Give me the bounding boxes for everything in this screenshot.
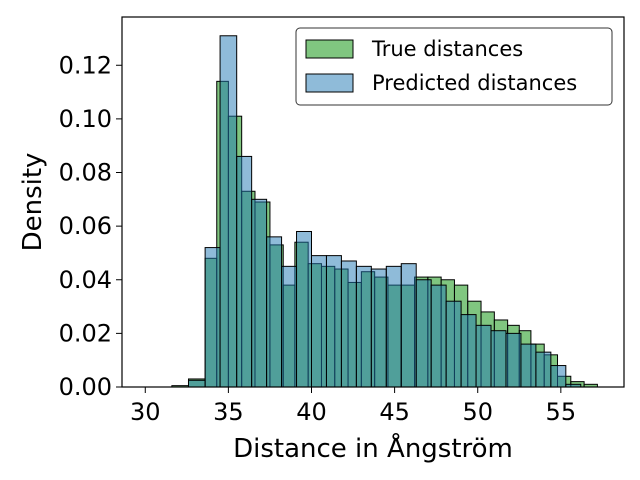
y-tick-label: 0.10: [59, 105, 112, 133]
x-axis: 30 35 40 45 50 55: [130, 387, 576, 426]
predicted-distance-bar: [415, 279, 432, 388]
x-tick-label: 55: [546, 398, 577, 426]
predicted-distance-bar: [370, 268, 387, 388]
predicted-distance-bar: [187, 379, 206, 388]
predicted-distance-bar: [266, 236, 283, 388]
predicted-distance-bar: [385, 265, 402, 388]
predicted-distance-bar: [550, 365, 567, 388]
y-tick-label: 0.12: [59, 51, 112, 79]
y-tick-label: 0.00: [59, 373, 112, 401]
y-tick-label: 0.02: [59, 319, 112, 347]
y-tick-label: 0.04: [59, 266, 112, 294]
predicted-distance-bar: [355, 265, 372, 388]
legend-box: [295, 27, 613, 106]
predicted-distance-bar: [520, 343, 537, 388]
predicted-distance-bar: [251, 198, 268, 388]
predicted-distance-bar: [219, 35, 238, 388]
legend-swatch-predicted: [305, 73, 354, 93]
x-tick-label: 35: [213, 398, 244, 426]
legend-swatch-true: [305, 39, 354, 59]
predicted-distance-bar: [535, 351, 552, 388]
predicted-distance-bar: [460, 314, 477, 388]
predicted-distance-bar: [204, 247, 221, 388]
predicted-distance-bar: [325, 255, 342, 388]
legend-label-true: True distances: [371, 37, 523, 61]
y-tick-label: 0.08: [59, 159, 112, 187]
y-tick-label: 0.06: [59, 212, 112, 240]
y-axis-title: Density: [18, 153, 48, 252]
predicted-distance-bar: [340, 260, 357, 388]
predicted-distance-bar: [310, 255, 327, 388]
predicted-distance-bar: [236, 155, 253, 388]
x-tick-label: 40: [296, 398, 327, 426]
legend: True distances Predicted distances: [295, 27, 613, 106]
predicted-distance-bar: [445, 300, 462, 388]
x-tick-label: 30: [130, 398, 161, 426]
x-tick-label: 45: [379, 398, 410, 426]
plot-area-frame: [121, 16, 625, 388]
predicted-distance-bar: [296, 230, 312, 388]
y-axis: 0.00 0.02 0.04 0.06 0.08 0.10 0.12: [59, 51, 122, 401]
predicted-distance-bar: [430, 284, 447, 388]
predicted-distance-bar: [490, 330, 507, 388]
legend-label-predicted: Predicted distances: [372, 71, 577, 95]
predicted-distance-bar: [475, 324, 492, 388]
predicted-distance-bar: [505, 332, 522, 388]
predicted-distance-bar: [400, 263, 417, 388]
predicted-distance-bar: [281, 265, 298, 388]
x-tick-label: 50: [462, 398, 493, 426]
x-axis-title: Distance in Ångström: [233, 432, 513, 464]
